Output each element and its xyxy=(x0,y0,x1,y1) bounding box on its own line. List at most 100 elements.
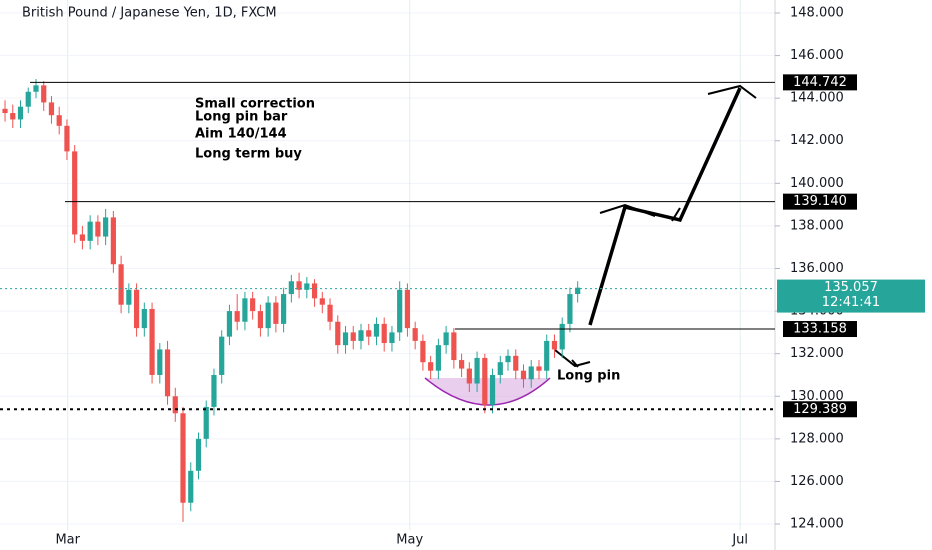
candle-body xyxy=(265,302,271,329)
candle-body xyxy=(296,281,302,290)
y-tick-label: 138.000 xyxy=(790,218,844,233)
x-tick-label: May xyxy=(396,533,423,548)
candle-body xyxy=(281,294,287,324)
candle-body xyxy=(397,289,403,333)
candle-body xyxy=(250,298,256,312)
countdown: 12:41:41 xyxy=(822,295,880,310)
candle-body xyxy=(10,113,16,120)
candle-body xyxy=(273,302,279,324)
candle-body xyxy=(195,438,202,471)
candle-body xyxy=(180,413,186,503)
candle-body xyxy=(443,332,449,346)
candle-body xyxy=(234,311,240,322)
candle-body xyxy=(25,91,31,107)
candle-body xyxy=(172,396,178,414)
level-label: 144.742 xyxy=(793,75,847,90)
candle-body xyxy=(505,355,511,363)
arrow-head xyxy=(599,203,656,217)
annotation: Long pin xyxy=(557,369,620,384)
candle-body xyxy=(435,345,441,371)
candle-body xyxy=(451,332,457,361)
candle-body xyxy=(33,85,39,92)
y-tick-label: 148.000 xyxy=(790,5,844,20)
candle-body xyxy=(95,221,101,237)
y-tick-label: 124.000 xyxy=(790,517,844,532)
candle-body xyxy=(103,217,109,237)
candle-body xyxy=(110,217,116,265)
drawings xyxy=(424,0,776,550)
candle-body xyxy=(64,125,70,152)
candle-body xyxy=(536,366,542,371)
last-price-box xyxy=(777,279,925,313)
candle-body xyxy=(2,108,8,114)
candle-body xyxy=(157,349,163,375)
candle-body xyxy=(257,311,263,329)
candle-body xyxy=(474,357,480,384)
candle-body xyxy=(412,328,418,341)
candle-body xyxy=(311,283,318,299)
level-box xyxy=(783,74,857,91)
candle-body xyxy=(141,308,147,329)
candle-body xyxy=(520,370,527,380)
candle-body xyxy=(149,308,155,375)
y-tick-label: 132.000 xyxy=(790,346,844,361)
candle-body xyxy=(226,311,233,337)
annotation: Aim 140/144 xyxy=(195,127,287,142)
y-tick-label: 142.000 xyxy=(790,133,844,148)
last-price-label: 135.057 xyxy=(824,280,878,295)
y-tick-label: 130.000 xyxy=(790,389,844,404)
candle-body xyxy=(118,264,124,305)
y-tick-label: 126.000 xyxy=(790,474,844,489)
y-tick-label: 128.000 xyxy=(790,431,844,446)
candle-body xyxy=(458,360,465,369)
candle-body xyxy=(389,332,395,344)
candle-body xyxy=(482,357,488,405)
annotation: Long term buy xyxy=(195,147,302,162)
candle-body xyxy=(575,287,581,295)
level-box xyxy=(783,321,857,338)
candle-body xyxy=(544,340,550,371)
candle-body xyxy=(126,289,132,305)
candle-body xyxy=(551,340,558,350)
candle-body xyxy=(211,374,217,407)
x-tick-label: Mar xyxy=(55,533,80,548)
candle-body xyxy=(366,330,372,337)
candle-body xyxy=(304,283,310,290)
candle-body xyxy=(327,304,333,322)
candle-body xyxy=(164,349,171,397)
candle-body xyxy=(358,330,364,341)
y-tick-label: 146.000 xyxy=(790,48,844,63)
projection-arrow xyxy=(588,87,742,326)
candle-body xyxy=(56,115,62,126)
candle-body xyxy=(528,366,534,380)
candle-body xyxy=(79,234,86,241)
candle-body xyxy=(319,298,325,305)
candle-body xyxy=(489,374,496,405)
candle-body xyxy=(219,336,225,375)
level-label: 129.389 xyxy=(793,402,847,417)
candle-body xyxy=(17,106,24,120)
candle-body xyxy=(288,281,294,295)
arrow-head xyxy=(671,207,681,222)
candle-body xyxy=(350,332,356,341)
candle-body xyxy=(188,470,194,503)
candle-body xyxy=(404,289,411,329)
candle-body xyxy=(203,406,209,439)
y-tick-label: 136.000 xyxy=(790,261,844,276)
candle-body xyxy=(381,323,387,344)
candle-body xyxy=(428,362,434,371)
y-tick-label: 144.000 xyxy=(790,91,844,106)
level-label: 139.140 xyxy=(793,194,847,209)
arrow-head xyxy=(707,84,757,99)
candle-body xyxy=(466,368,472,384)
level-box xyxy=(783,193,857,210)
level-box xyxy=(783,401,857,418)
pattern-curve xyxy=(424,377,551,406)
candle-body xyxy=(41,85,47,103)
annotation: Long pin bar xyxy=(195,110,288,125)
candle-body xyxy=(48,102,55,116)
annotation: Small correction xyxy=(195,97,315,112)
level-label: 133.158 xyxy=(793,322,847,337)
candle-body xyxy=(559,323,565,350)
